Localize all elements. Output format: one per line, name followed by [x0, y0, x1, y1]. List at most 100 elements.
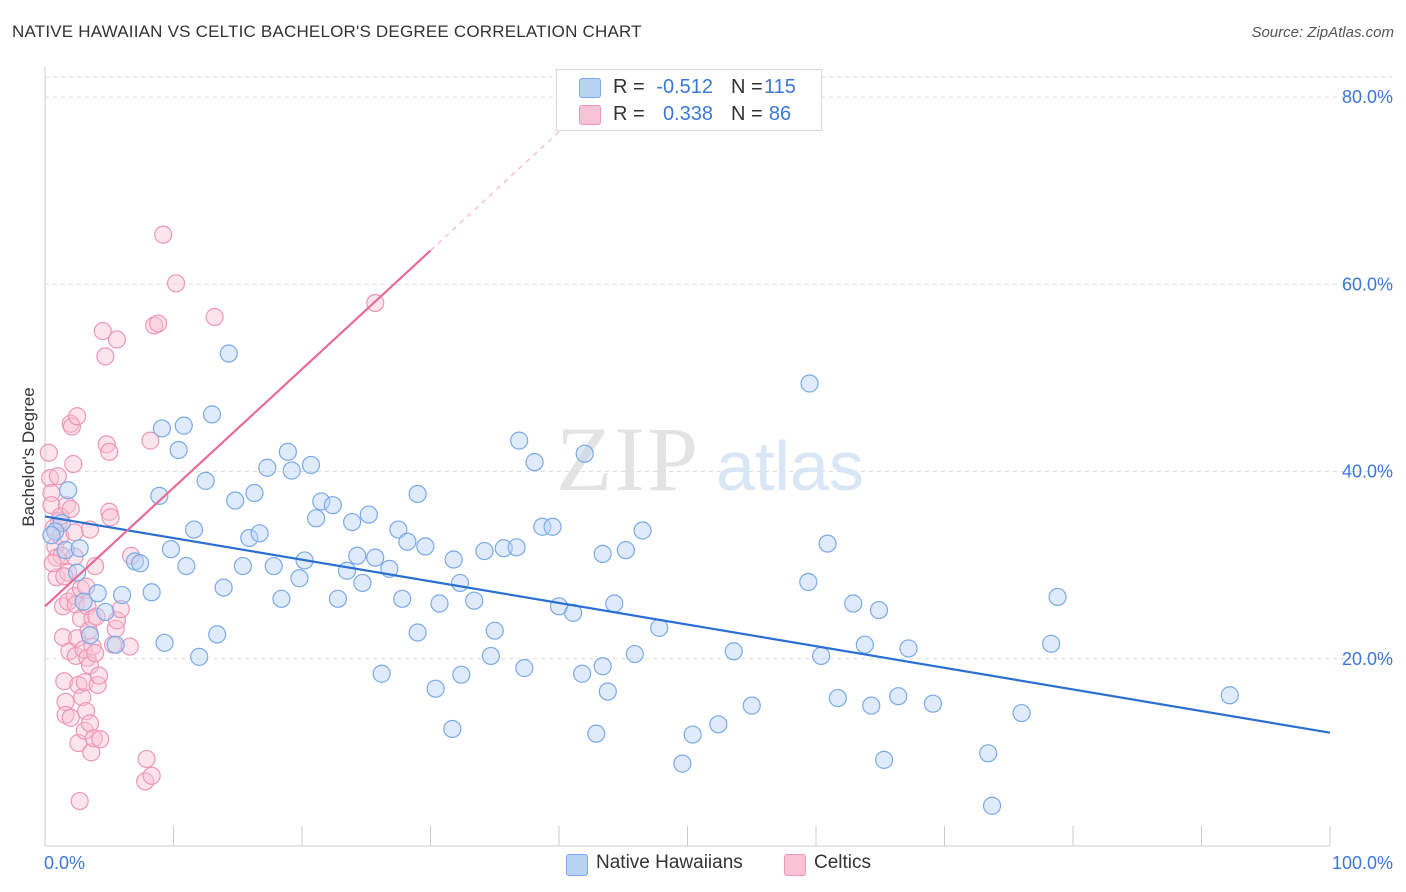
celtics-point	[86, 644, 105, 663]
celtics-point	[107, 330, 127, 349]
bottom-legend-label: Celtics	[814, 852, 872, 873]
legend-swatch-pink	[579, 105, 601, 125]
celtics-point	[80, 714, 100, 733]
celtics-point	[91, 730, 110, 749]
native-hawaiians-point	[169, 440, 188, 460]
legend-r-value: 0.338	[662, 103, 713, 125]
native-hawaiians-point	[202, 405, 222, 424]
native-hawaiians-point	[301, 455, 321, 475]
legend-n-value: 115	[764, 76, 796, 98]
celtics-point	[141, 431, 160, 450]
celtics-point	[48, 467, 67, 486]
celtics-point	[111, 600, 130, 619]
native-hawaiians-point	[408, 623, 427, 642]
native-hawaiians-point	[416, 537, 435, 556]
native-hawaiians-point	[393, 589, 412, 608]
native-hawaiians-point	[226, 491, 245, 510]
chart-title: NATIVE HAWAIIAN VS CELTIC BACHELOR'S DEG…	[12, 22, 642, 41]
native-hawaiians-point	[444, 550, 463, 569]
celtics-trend-extension	[430, 131, 560, 251]
native-hawaiians-point	[142, 583, 161, 602]
celtics-point	[100, 502, 119, 521]
celtics-point	[137, 749, 156, 769]
native-hawaiians-point	[307, 509, 326, 528]
native-hawaiians-point	[1042, 634, 1061, 653]
legend-r-label: R =	[613, 103, 645, 125]
celtics-point	[43, 554, 62, 573]
native-hawaiians-point	[465, 591, 484, 610]
watermark-zip: ZIP	[556, 408, 700, 510]
celtics-point	[84, 729, 103, 748]
native-hawaiians-point	[161, 540, 181, 559]
native-hawaiians-point	[625, 644, 644, 664]
axes	[44, 67, 1331, 847]
celtics-trend-line	[44, 249, 432, 608]
celtics-point	[88, 675, 107, 695]
celtics-point	[47, 568, 66, 587]
native-hawaiians-point	[485, 621, 504, 640]
trend-lines	[44, 131, 1331, 734]
y-tick-label: 40.0%	[1342, 462, 1393, 482]
y-tick-label: 20.0%	[1342, 649, 1393, 669]
celtics-point	[64, 454, 83, 474]
native-hawaiians-point	[593, 657, 612, 676]
celtics-point	[148, 314, 168, 333]
native-hawaiians-point	[290, 569, 309, 588]
native-hawaiians-point	[96, 602, 115, 622]
native-hawaiians-point	[155, 633, 174, 652]
native-hawaiians-point	[587, 724, 606, 743]
celtics-point	[61, 499, 80, 519]
legend-n-value: 86	[768, 103, 792, 125]
celtics-points	[39, 225, 385, 811]
celtics-point	[73, 688, 92, 707]
bottom-legend-swatch-pink	[784, 854, 806, 876]
native-hawaiians-point	[214, 578, 233, 597]
celtics-point	[93, 321, 112, 341]
native-hawaiians-point	[343, 512, 362, 532]
native-hawaiians-point	[1048, 587, 1067, 607]
celtics-point	[96, 347, 115, 366]
native-hawaiians-point	[258, 458, 277, 477]
celtics-point	[87, 607, 106, 626]
native-hawaiians-point	[683, 725, 702, 744]
native-hawaiians-point	[42, 526, 61, 545]
native-hawaiians-point	[337, 561, 357, 580]
native-hawaiians-point	[1012, 703, 1031, 723]
native-hawaiians-point	[177, 556, 196, 576]
native-hawaiians-point	[1220, 686, 1239, 705]
native-hawaiians-point	[353, 573, 372, 593]
native-hawaiians-point	[59, 481, 78, 500]
native-hawaiians-point	[923, 694, 943, 713]
native-hawaiians-point	[494, 539, 513, 558]
x-tick-label: 100.0%	[1332, 853, 1393, 873]
native-hawaiians-point	[208, 625, 227, 644]
correlation-legend: R = -0.512 N = 115 R = 0.338 N = 86	[556, 69, 822, 131]
native-hawaiians-point	[605, 594, 624, 613]
native-hawaiians-point	[862, 696, 881, 715]
celtics-point	[142, 766, 161, 785]
native-hawaiians-point	[889, 687, 908, 706]
celtics-point	[62, 417, 82, 436]
native-hawaiians-point	[855, 635, 874, 654]
celtics-point	[82, 743, 101, 762]
bottom-legend-swatch-blue	[566, 854, 588, 876]
legend-swatch-blue	[579, 78, 601, 98]
native-hawaiians-point	[174, 416, 193, 435]
native-hawaiians-point	[426, 679, 445, 698]
native-hawaiians-point	[982, 796, 1002, 815]
native-hawaiians-point	[264, 556, 283, 576]
native-hawaiians-point	[443, 719, 462, 739]
native-hawaiians-point	[812, 646, 831, 666]
native-hawaiians-point	[68, 563, 87, 582]
native-hawaiians-point	[366, 548, 385, 567]
native-hawaiians-point	[184, 520, 204, 539]
native-hawaiians-points	[42, 344, 1239, 815]
native-hawaiians-trend-line	[44, 515, 1331, 734]
native-hawaiians-point	[673, 754, 692, 773]
native-hawaiians-point	[106, 635, 125, 654]
native-hawaiians-point	[869, 600, 889, 620]
watermark-atlas: atlas	[716, 427, 864, 505]
legend-r-label: R =	[613, 76, 645, 98]
native-hawaiians-point	[507, 538, 526, 557]
